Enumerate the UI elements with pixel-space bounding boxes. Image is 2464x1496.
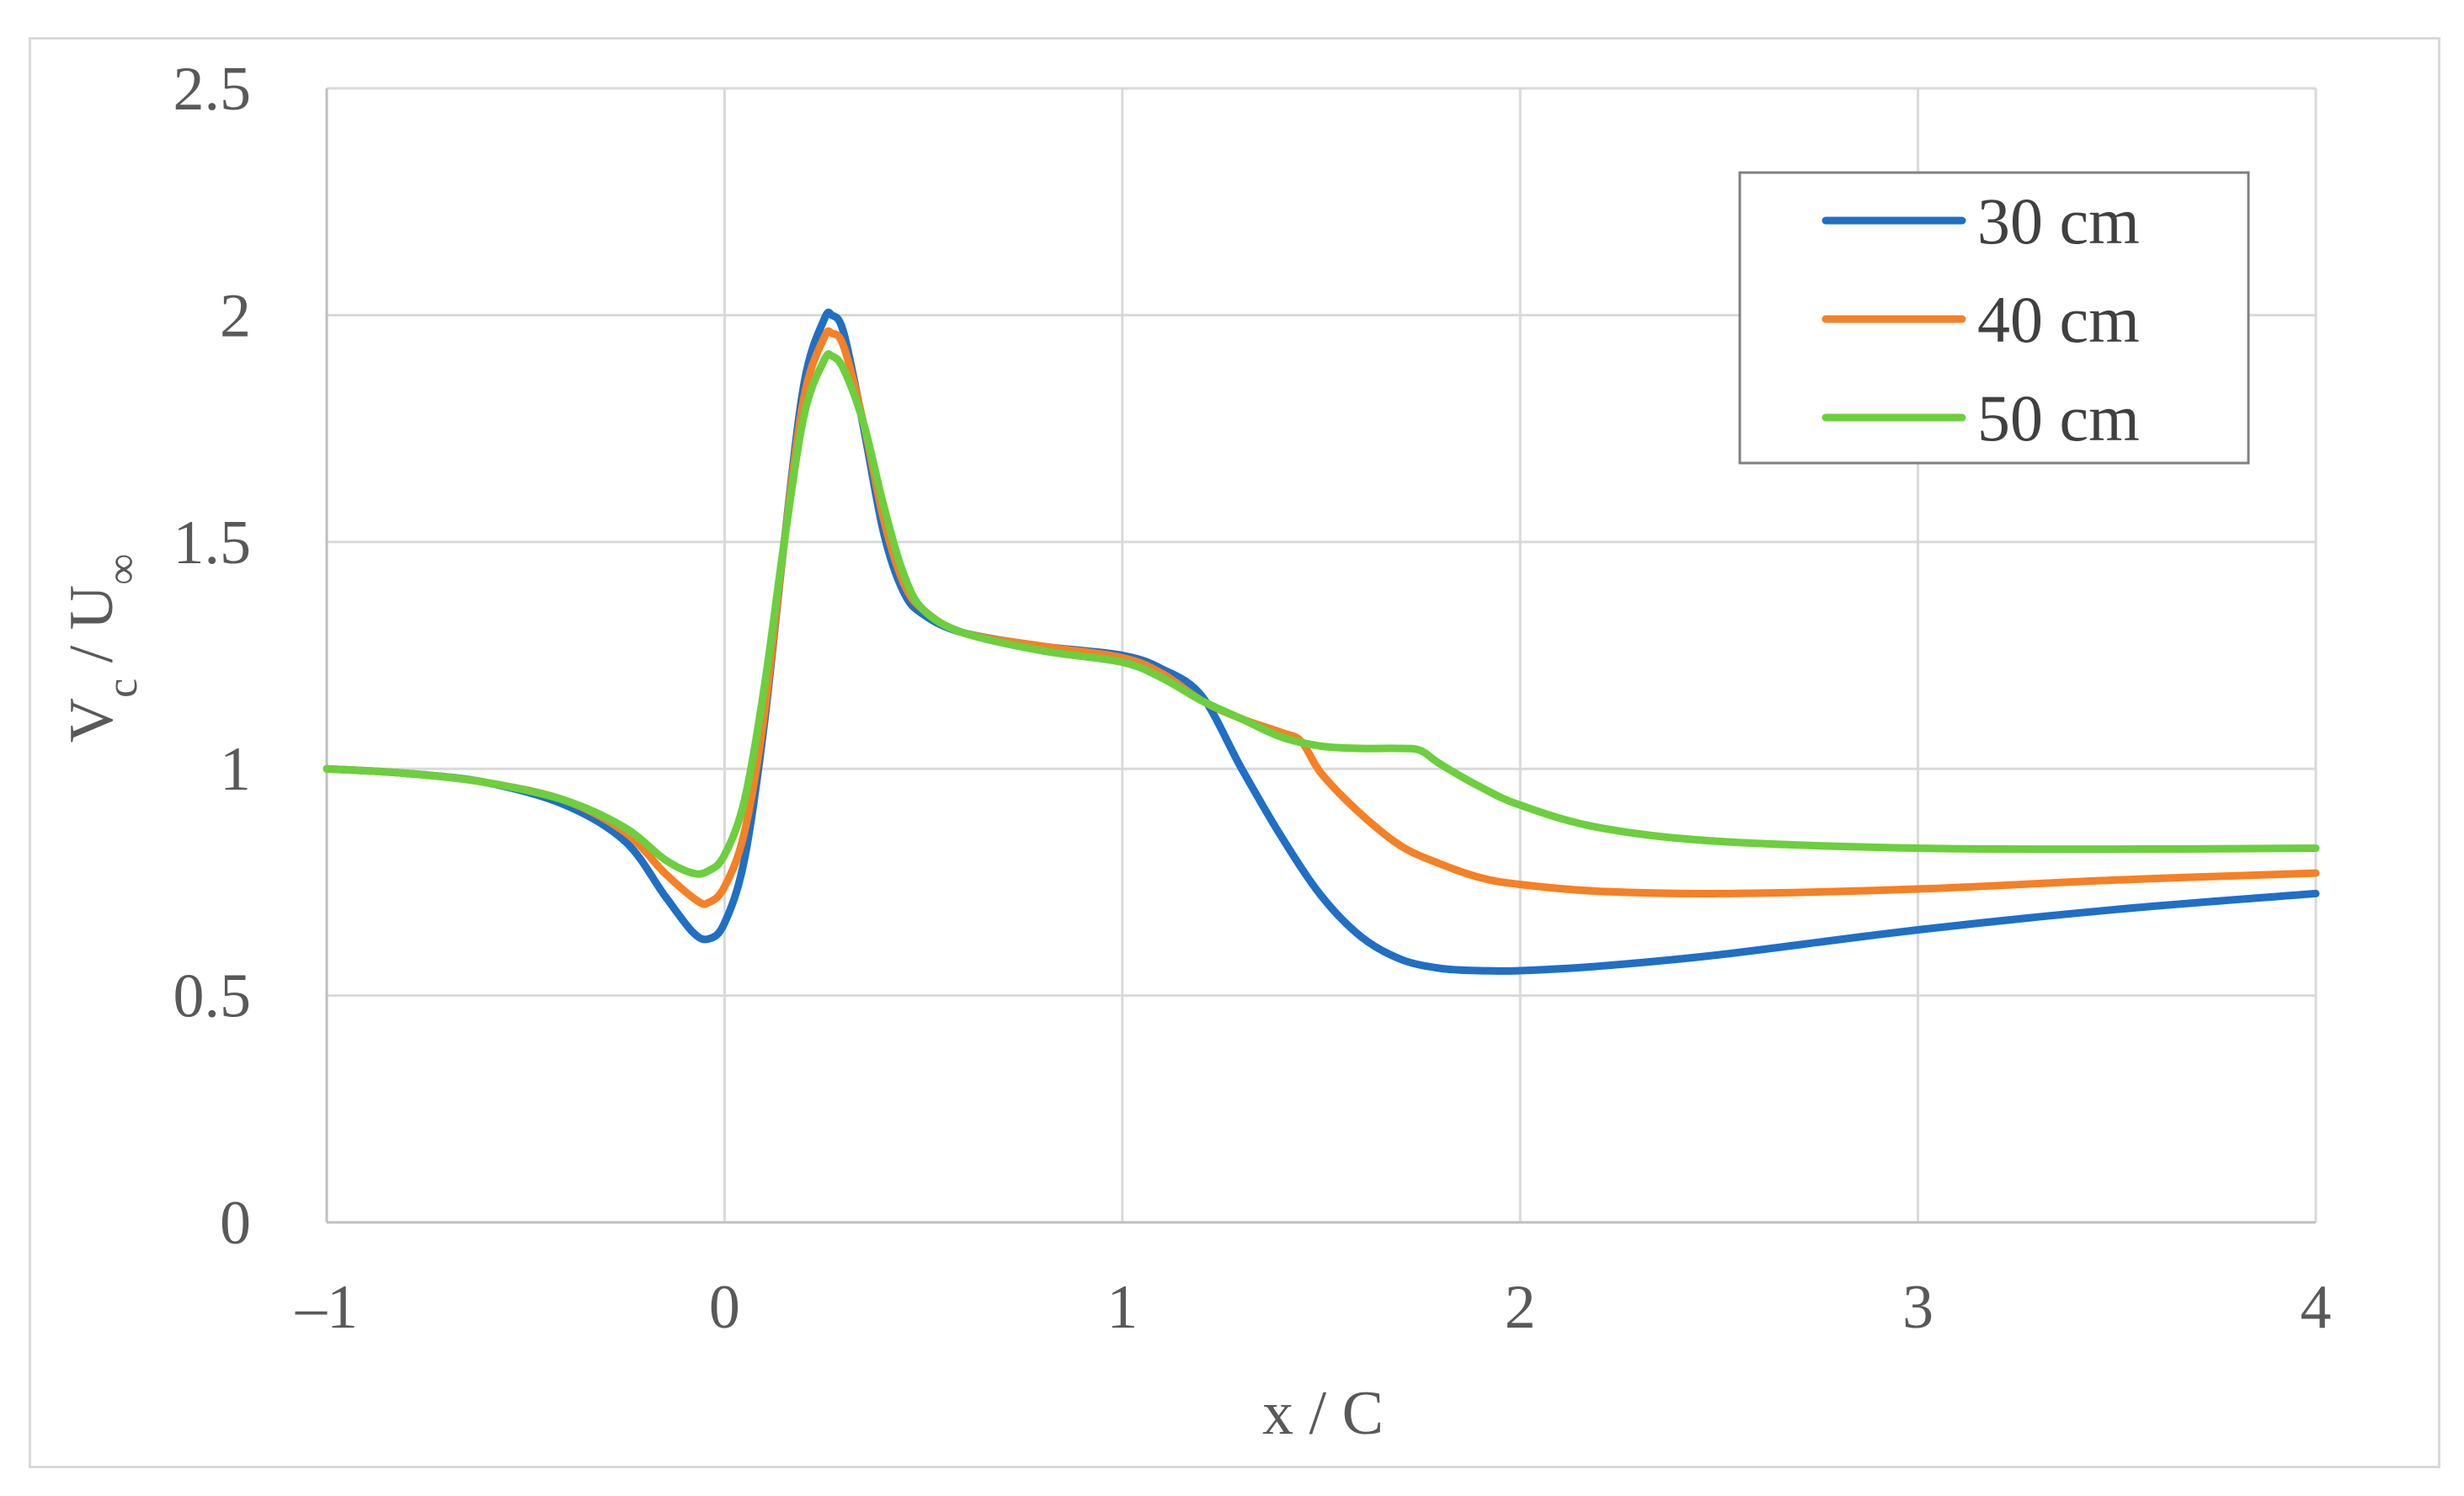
legend-label-50-cm: 50 cm — [1977, 381, 2140, 455]
x-tick-label: 3 — [1902, 1273, 1933, 1342]
x-tick-label: 4 — [2301, 1273, 2332, 1342]
y-axis-title-mid: / U — [57, 585, 126, 679]
y-axis-title-sub2: ∞ — [99, 554, 147, 585]
y-tick-label: 1 — [220, 735, 251, 804]
y-tick-label: 1.5 — [173, 508, 252, 578]
series-layer — [323, 308, 2320, 976]
y-tick-label: 2.5 — [173, 55, 252, 124]
x-tick-label: 0 — [709, 1273, 740, 1342]
series-line-50-cm — [323, 350, 2320, 878]
x-tick-label: –1 — [295, 1273, 358, 1342]
legend-label-40-cm: 40 cm — [1977, 283, 2140, 356]
y-tick-label: 0 — [220, 1189, 251, 1258]
axes — [325, 88, 2316, 1224]
y-axis-title-sub1: c — [99, 679, 147, 698]
y-tick-label: 2 — [220, 281, 251, 350]
y-axis-title: Vc / U∞ — [57, 554, 147, 743]
y-tick-label: 0.5 — [173, 962, 252, 1031]
x-axis-title: x / C — [1262, 1379, 1384, 1448]
chart-frame — [29, 37, 2440, 1468]
x-tick-label: 1 — [1107, 1273, 1138, 1342]
legend: 30 cm 40 cm 50 cm — [1738, 171, 2250, 465]
y-axis-title-main: V — [57, 698, 126, 743]
legend-label-30-cm: 30 cm — [1977, 184, 2140, 258]
x-tick-label: 2 — [1505, 1273, 1536, 1342]
series-line-30-cm — [323, 308, 2320, 976]
tick-labels: –1 0 1 2 3 4 0 0.5 1 1.5 2 2.5 — [173, 55, 2332, 1342]
